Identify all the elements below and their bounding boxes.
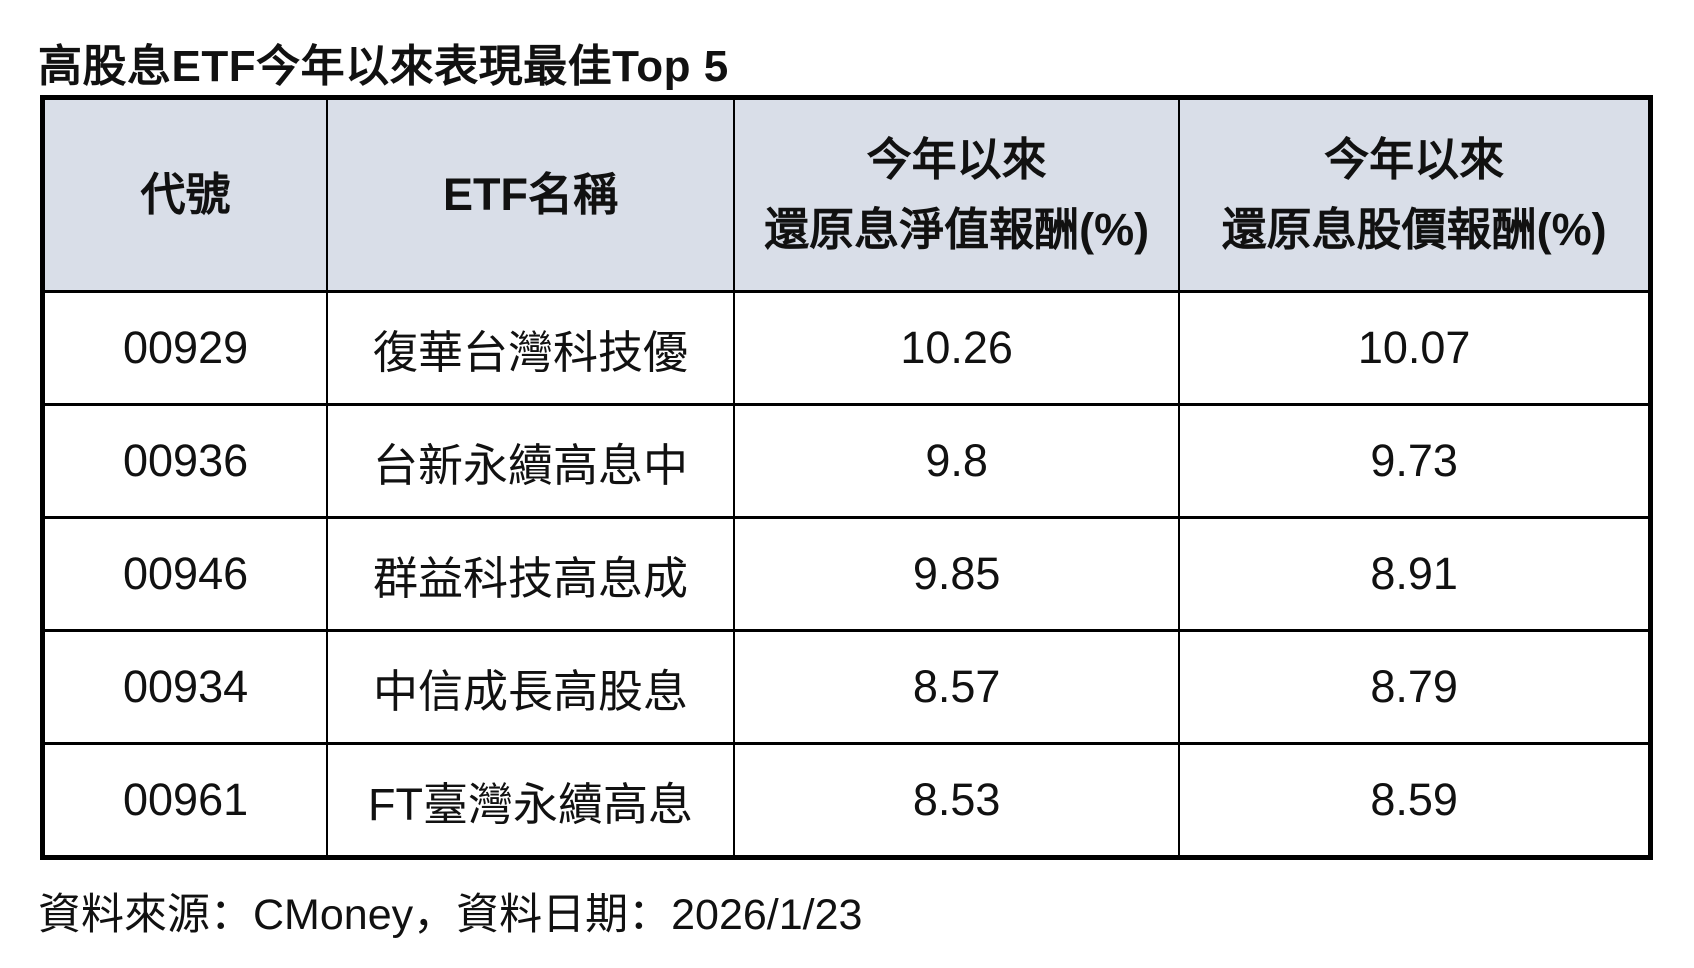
cell-price-return: 10.07 — [1178, 290, 1652, 406]
column-header-name: ETF名稱 — [326, 96, 735, 293]
column-header-nav-return: 今年以來 還原息淨值報酬(%) — [732, 96, 1181, 293]
cell-name: 群益科技高息成 — [326, 516, 735, 632]
cell-nav-return: 8.53 — [732, 742, 1181, 859]
cell-nav-return: 9.8 — [732, 403, 1181, 519]
cell-code: 00929 — [41, 290, 329, 406]
cell-name: 復華台灣科技優 — [326, 290, 735, 406]
table-row: 00936 台新永續高息中 9.8 9.73 — [41, 403, 1652, 519]
cell-code: 00946 — [41, 516, 329, 632]
cell-price-return: 8.91 — [1178, 516, 1652, 632]
cell-nav-return: 8.57 — [732, 629, 1181, 745]
column-header-price-return: 今年以來 還原息股價報酬(%) — [1178, 96, 1652, 293]
cell-price-return: 8.79 — [1178, 629, 1652, 745]
cell-code: 00934 — [41, 629, 329, 745]
column-header-price-line1: 今年以來 — [1324, 134, 1505, 186]
column-header-nav-line2: 還原息淨值報酬(%) — [764, 204, 1150, 255]
table-row: 00961 FT臺灣永續高息 8.53 8.59 — [41, 742, 1652, 859]
cell-price-return: 8.59 — [1178, 742, 1652, 859]
cell-price-return: 9.73 — [1178, 403, 1652, 519]
cell-nav-return: 10.26 — [732, 290, 1181, 406]
column-header-nav-line1: 今年以來 — [866, 134, 1047, 186]
cell-code: 00936 — [41, 403, 329, 519]
column-header-code: 代號 — [41, 96, 329, 293]
cell-code: 00961 — [41, 742, 329, 859]
cell-nav-return: 9.85 — [732, 516, 1181, 632]
cell-name: 中信成長高股息 — [326, 629, 735, 745]
cell-name: FT臺灣永續高息 — [326, 742, 735, 859]
column-header-price-line2: 還原息股價報酬(%) — [1221, 204, 1607, 255]
data-source-note: 資料來源：CMoney，資料日期：2026/1/23 — [38, 891, 863, 939]
table-row: 00934 中信成長高股息 8.57 8.79 — [41, 629, 1652, 745]
etf-performance-table: 代號 ETF名稱 今年以來 還原息淨值報酬(%) 今年以來 還原息股價報酬(%)… — [40, 95, 1653, 860]
cell-name: 台新永續高息中 — [326, 403, 735, 519]
table-header-row: 代號 ETF名稱 今年以來 還原息淨值報酬(%) 今年以來 還原息股價報酬(%) — [41, 96, 1652, 293]
table-row: 00946 群益科技高息成 9.85 8.91 — [41, 516, 1652, 632]
page-title: 高股息ETF今年以來表現最佳Top 5 — [38, 42, 729, 91]
table-row: 00929 復華台灣科技優 10.26 10.07 — [41, 290, 1652, 406]
